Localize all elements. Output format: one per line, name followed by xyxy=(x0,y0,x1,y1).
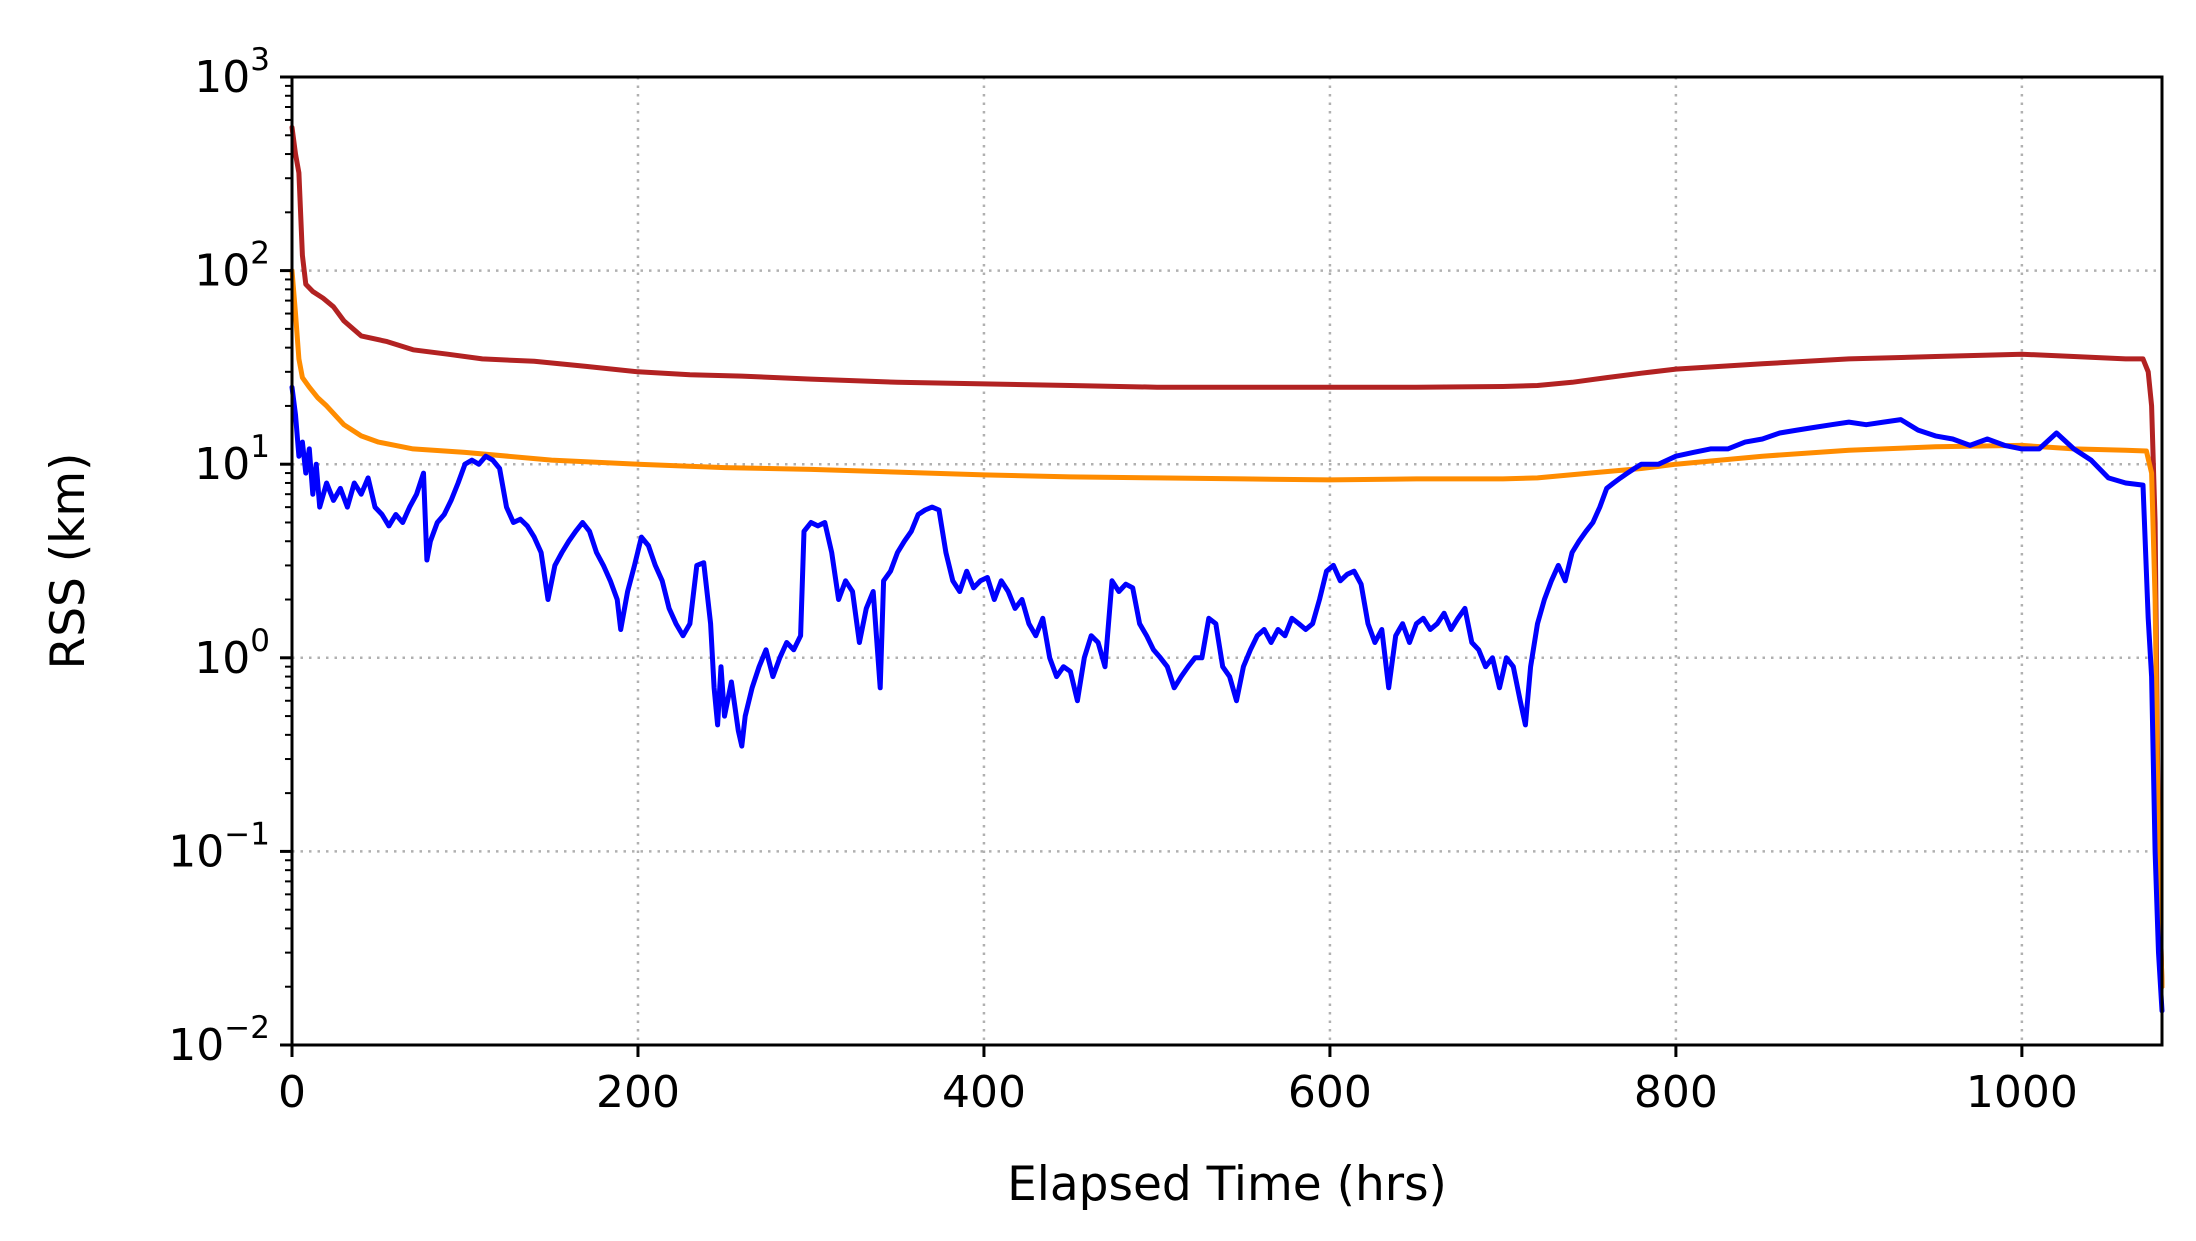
series-line-3 xyxy=(289,384,2165,1014)
y-tick-label: 102 xyxy=(194,236,270,297)
series-line-2 xyxy=(289,268,2165,990)
series-line-1 xyxy=(289,124,2165,990)
x-tick-label: 200 xyxy=(596,1067,680,1118)
x-tick-label: 400 xyxy=(942,1067,1026,1118)
tick-layer: 0 200 400 600 800 1000 10−2 10−1 100 101 102 103 xyxy=(168,42,2078,1118)
x-axis-label: Elapsed Time (hrs) xyxy=(1007,1157,1447,1212)
y-tick-label: 10−2 xyxy=(168,1010,270,1071)
x-tick-label: 1000 xyxy=(1966,1067,2078,1118)
grid-layer xyxy=(292,77,2162,1045)
x-tick-label: 800 xyxy=(1634,1067,1718,1118)
series-layer xyxy=(289,124,2165,1014)
y-tick-label: 103 xyxy=(194,42,270,103)
y-tick-label: 10−1 xyxy=(168,816,270,877)
y-tick-label: 101 xyxy=(194,429,270,490)
y-tick-label: 100 xyxy=(194,623,270,684)
plot-frame xyxy=(290,75,2164,1047)
x-tick-label: 0 xyxy=(278,1067,306,1118)
y-axis-label: RSS (km) xyxy=(41,453,96,670)
x-tick-label: 600 xyxy=(1288,1067,1372,1118)
